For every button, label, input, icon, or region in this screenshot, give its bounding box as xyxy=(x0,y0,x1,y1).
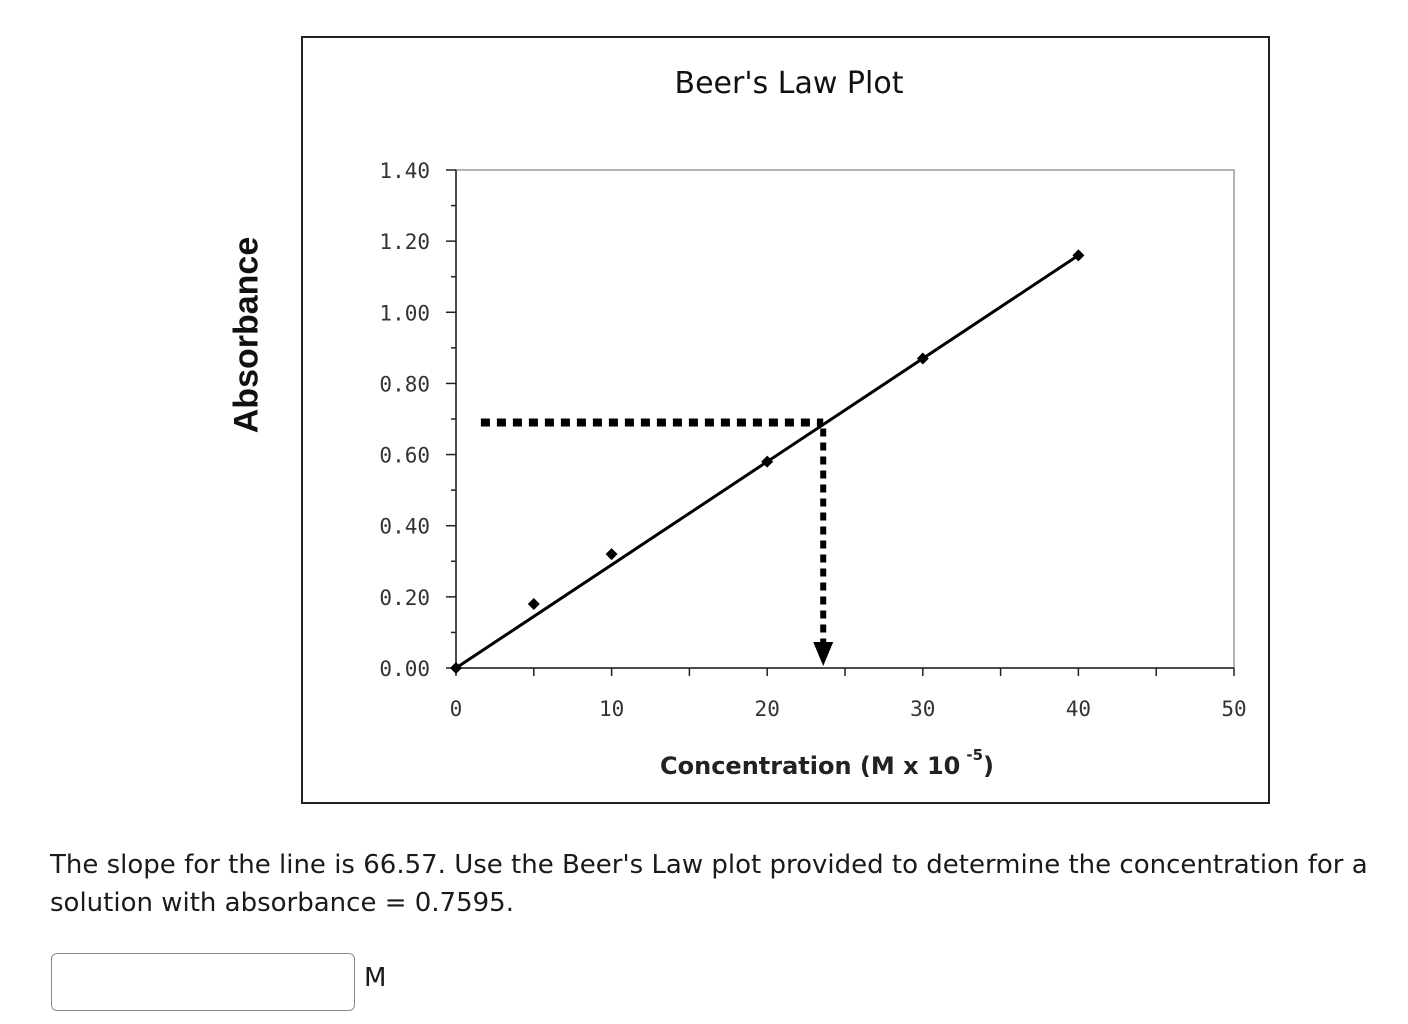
guide-arrow-icon xyxy=(813,642,834,666)
x-tick-label: 20 xyxy=(755,697,780,721)
x-tick-label: 0 xyxy=(450,697,463,721)
y-tick-label: 0.00 xyxy=(379,657,430,681)
data-point xyxy=(916,352,929,365)
x-tick-label: 50 xyxy=(1221,697,1246,721)
x-tick-label: 10 xyxy=(599,697,624,721)
x-tick-label: 30 xyxy=(910,697,935,721)
y-tick-label: 1.20 xyxy=(379,230,430,254)
x-axis-title: Concentration (M x 10 -5) xyxy=(660,746,994,780)
y-tick-label: 1.00 xyxy=(379,301,430,325)
data-point xyxy=(1072,249,1085,262)
x-axis-title-close: ) xyxy=(983,752,994,780)
data-point xyxy=(605,548,618,561)
x-axis-title-exponent: -5 xyxy=(966,746,983,764)
y-tick-label: 0.20 xyxy=(379,586,430,610)
data-point xyxy=(450,662,462,674)
y-tick-label: 1.40 xyxy=(379,159,430,183)
y-tick-label: 0.60 xyxy=(379,444,430,468)
plot-area xyxy=(455,169,1235,669)
x-tick-label: 40 xyxy=(1066,697,1091,721)
data-point xyxy=(527,597,540,610)
question-text: The slope for the line is 66.57. Use the… xyxy=(50,850,1368,918)
y-tick-label: 0.40 xyxy=(379,515,430,539)
x-axis-title-main: Concentration (M x 10 xyxy=(660,752,960,780)
unit-label: M xyxy=(364,963,387,993)
data-point xyxy=(761,455,774,468)
concentration-answer-input[interactable] xyxy=(51,953,355,1011)
chart-frame: Beer's Law Plot 0.00 0.20 0.40 0.60 0.80 1.00… xyxy=(301,36,1270,804)
y-axis-title: Absorbance xyxy=(227,236,266,434)
beers-law-chart: Beer's Law Plot 0.00 0.20 0.40 0.60 0.80 1.00… xyxy=(379,66,1246,780)
chart-title: Beer's Law Plot xyxy=(675,66,904,101)
y-tick-label: 0.80 xyxy=(379,372,430,396)
